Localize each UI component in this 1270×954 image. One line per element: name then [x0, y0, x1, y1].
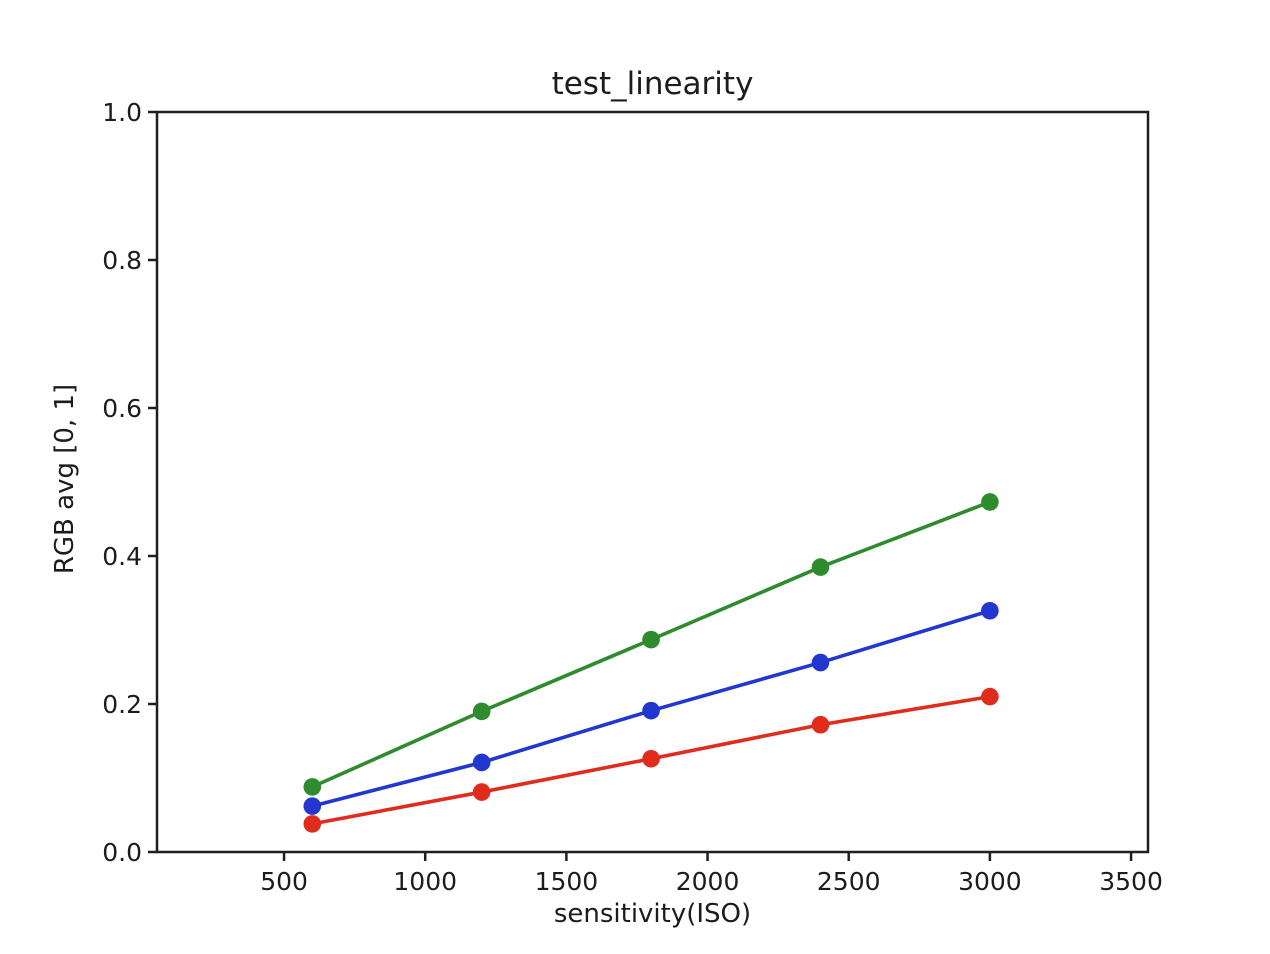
marker-blue-channel [811, 653, 830, 672]
marker-blue-channel [303, 797, 322, 815]
marker-red-channel [811, 715, 830, 734]
chart-title: test_linearity [551, 66, 754, 102]
marker-green-channel [472, 702, 491, 721]
axes-frame [155, 110, 1150, 854]
x-axis-label: sensitivity(ISO) [553, 899, 752, 929]
marker-red-channel [303, 815, 322, 833]
marker-red-channel [981, 687, 999, 706]
marker-blue-channel [642, 701, 660, 720]
y-tick-label: 0.0 [102, 838, 142, 867]
x-tick-label: 2500 [817, 867, 881, 896]
marker-blue-channel [981, 601, 999, 620]
marker-green-channel [642, 630, 660, 649]
y-tick-label: 0.6 [102, 394, 142, 423]
x-tick-label: 2000 [676, 867, 740, 896]
y-tick-label: 0.8 [102, 246, 142, 275]
x-tick-label: 500 [260, 867, 308, 896]
marker-red-channel [642, 749, 660, 768]
x-tick-label: 1500 [535, 867, 599, 896]
marker-green-channel [811, 558, 830, 576]
marker-green-channel [303, 778, 322, 796]
y-tick-label: 0.4 [102, 542, 142, 571]
x-tick-label: 3000 [958, 867, 1022, 896]
y-tick-label: 1.0 [102, 98, 142, 127]
marker-green-channel [981, 493, 999, 511]
x-tick-label: 1000 [393, 867, 457, 896]
marker-blue-channel [472, 753, 491, 772]
y-tick-label: 0.2 [102, 690, 142, 719]
marker-red-channel [472, 783, 491, 801]
x-tick-label: 3500 [1099, 867, 1163, 896]
